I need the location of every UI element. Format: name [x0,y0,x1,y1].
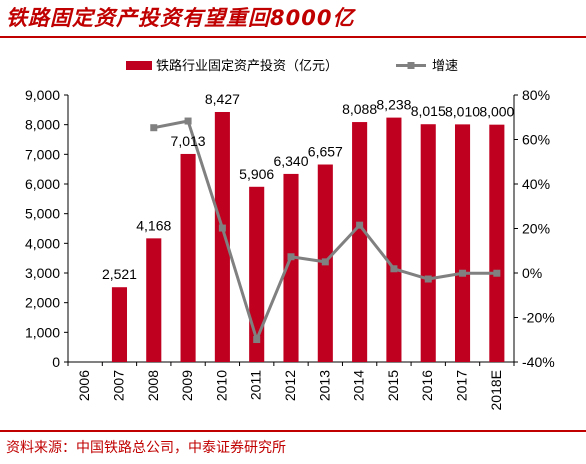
y-left-tick-label: 3,000 [25,265,60,281]
growth-point [493,269,501,277]
bar [249,186,265,362]
growth-point [424,275,432,283]
x-tick-label: 2011 [248,370,264,400]
y-right-tick-label: 0% [522,265,542,281]
growth-point [253,336,261,344]
legend: 铁路行业固定资产投资（亿元） 增速 [126,58,458,74]
bar [214,111,230,363]
bar-data-label: 6,340 [273,153,308,169]
plot-area: 0 1,000 2,000 3,000 4,000 5,000 6,000 7,000 8,00… [25,87,555,410]
y-left-tick-label: 9,000 [25,87,60,103]
y-left-tick-label: 1,000 [25,324,60,340]
bar-data-label: 5,906 [239,166,274,182]
bar [489,124,505,363]
title-divider [0,36,586,38]
x-tick-label: 2007 [110,370,126,401]
x-tick-label: 2018E [488,370,504,410]
x-tick-label: 2012 [282,370,298,401]
page-title: 铁路固定资产投资有望重回8000亿 [6,6,355,30]
x-tick-label: 2014 [351,370,367,401]
bar-data-label: 8,000 [479,104,514,120]
bar-data-label: 8,010 [445,103,480,119]
chart: 铁路行业固定资产投资（亿元） 增速 0 1,000 2,000 3,000 4,000 5… [25,58,555,410]
bar [180,153,196,362]
growth-point [390,265,398,273]
growth-point [287,253,295,261]
bar-data-label: 7,013 [171,133,206,149]
bar [146,238,162,362]
y-right-tick-label: -20% [522,310,555,326]
legend-line-label: 增速 [432,59,458,74]
growth-point [459,269,467,277]
growth-point [218,224,226,232]
bar-data-label: 8,088 [342,101,377,117]
bar [454,124,471,363]
growth-point [356,221,364,229]
growth-point [150,124,158,132]
y-left-tick-label: 0 [52,354,60,370]
bar-data-label: 2,521 [102,266,137,282]
source-note: 资料来源：中国铁路总公司，中泰证券研究所 [6,440,286,456]
bar [386,117,402,362]
legend-bar-swatch [126,61,152,70]
x-tick-label: 2013 [316,370,332,401]
y-left-tick-label: 7,000 [25,146,60,162]
bar [352,122,368,362]
bar [283,173,299,362]
bar-data-label: 4,168 [136,217,171,233]
x-tick-label: 2016 [419,370,435,401]
x-tick-label: 2009 [179,370,195,401]
legend-bar-label: 铁路行业固定资产投资（亿元） [156,58,338,74]
y-right-tick-label: 20% [522,221,550,237]
y-left-tick-label: 5,000 [25,206,60,222]
x-tick-label: 2008 [145,370,161,401]
footer-divider [0,430,586,432]
bar [111,287,128,362]
legend-line-marker [407,62,415,69]
y-right-tick-label: -40% [522,354,555,370]
x-tick-label: 2015 [385,370,401,401]
x-tick-label: 2006 [76,370,92,401]
bar-data-label: 6,657 [308,144,343,160]
bar-data-label: 8,015 [411,103,446,119]
y-left-tick-label: 2,000 [25,295,60,311]
growth-point [184,117,192,125]
x-tick-label: 2010 [213,370,229,401]
y-left-tick-label: 4,000 [25,235,60,251]
y-left-tick-label: 8,000 [25,117,60,133]
bar-data-label: 8,427 [205,91,240,107]
y-right-tick-label: 60% [522,132,550,148]
bar [420,124,436,362]
growth-point [321,258,329,266]
y-right-tick-label: 80% [522,87,550,103]
bar-data-label: 8,238 [376,97,411,113]
x-tick-label: 2017 [454,370,470,401]
y-left-tick-label: 6,000 [25,176,60,192]
y-right-tick-label: 40% [522,176,550,192]
